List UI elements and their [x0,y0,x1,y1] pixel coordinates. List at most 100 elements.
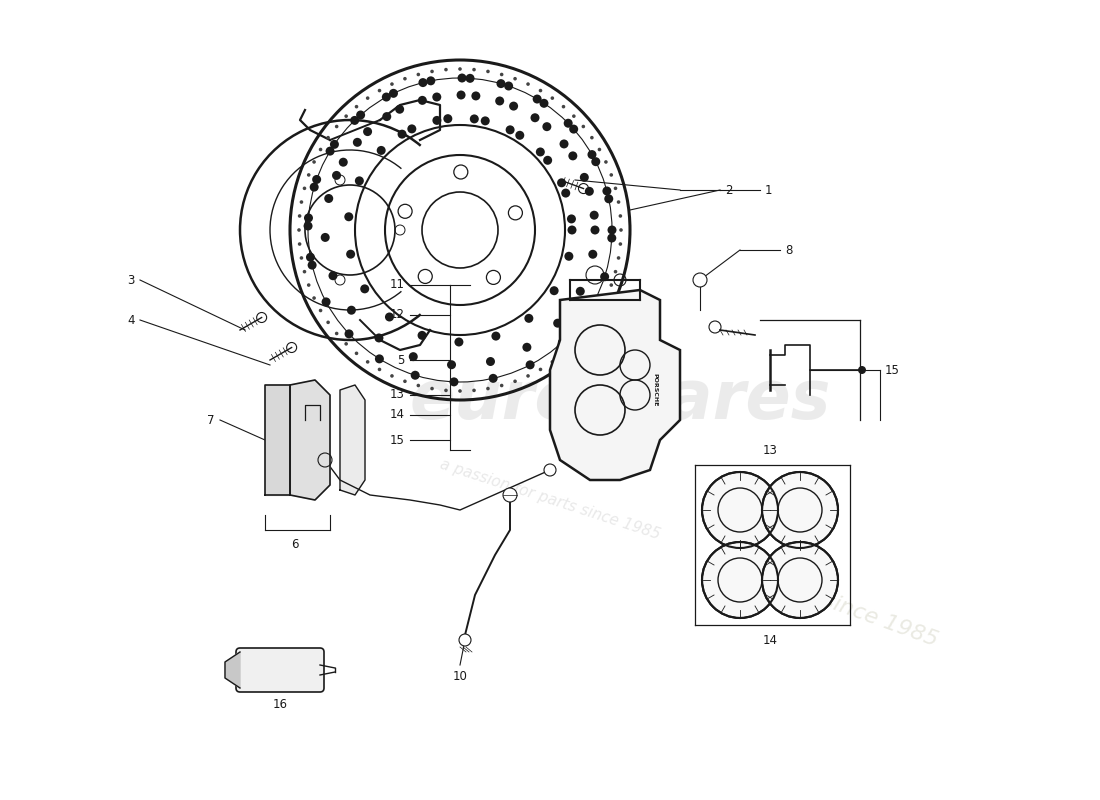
Circle shape [417,73,420,76]
Circle shape [334,332,339,335]
Circle shape [321,233,330,242]
Circle shape [385,313,394,322]
Circle shape [321,298,331,306]
Circle shape [481,116,490,126]
Circle shape [590,210,598,220]
Circle shape [456,90,465,99]
Circle shape [592,157,601,166]
Circle shape [597,148,602,151]
Circle shape [397,130,407,138]
Circle shape [575,286,585,296]
Circle shape [614,186,617,190]
Circle shape [470,114,478,123]
Circle shape [526,374,530,378]
Text: 12: 12 [390,309,405,322]
Circle shape [355,176,364,186]
Circle shape [302,186,306,190]
Circle shape [447,360,456,370]
Circle shape [858,366,866,374]
Circle shape [326,146,334,156]
Circle shape [410,370,420,380]
Circle shape [472,68,476,71]
Circle shape [597,309,602,312]
Text: 8: 8 [785,243,792,257]
FancyBboxPatch shape [236,648,324,692]
Circle shape [590,136,594,139]
Circle shape [297,228,300,232]
Circle shape [427,76,436,86]
Circle shape [299,200,304,204]
Circle shape [614,270,617,274]
Circle shape [298,214,301,218]
Text: 5: 5 [397,354,405,366]
Circle shape [514,77,517,81]
Circle shape [459,67,462,70]
Circle shape [377,368,382,371]
Circle shape [383,112,392,121]
Circle shape [587,150,596,159]
Circle shape [582,332,585,335]
Polygon shape [340,385,365,495]
Circle shape [444,389,448,392]
Circle shape [346,250,355,258]
Circle shape [572,114,575,118]
Polygon shape [265,385,290,495]
Circle shape [499,384,504,387]
Circle shape [324,194,333,203]
Circle shape [618,214,623,218]
Circle shape [762,472,838,548]
Circle shape [360,284,370,294]
Circle shape [363,127,372,136]
Circle shape [603,186,612,195]
Text: 14: 14 [390,409,405,422]
Circle shape [332,171,341,180]
Circle shape [604,296,607,300]
Circle shape [702,542,778,618]
Circle shape [539,368,542,371]
Circle shape [569,125,579,134]
Text: 13: 13 [390,389,405,402]
Circle shape [354,351,359,355]
Circle shape [418,78,428,87]
Text: 2: 2 [725,183,733,197]
Circle shape [515,130,525,140]
Circle shape [499,73,504,76]
Circle shape [299,256,304,260]
Circle shape [609,283,613,287]
Text: 10: 10 [452,670,468,683]
Circle shape [561,189,570,198]
Circle shape [550,360,554,364]
Circle shape [488,374,497,383]
Circle shape [526,360,535,370]
Circle shape [617,256,620,260]
Circle shape [557,178,566,187]
Circle shape [514,379,517,383]
Circle shape [504,82,513,90]
Text: 6: 6 [292,538,299,551]
Circle shape [443,114,452,123]
Circle shape [550,286,559,295]
Circle shape [418,331,427,340]
Circle shape [562,105,565,109]
Circle shape [503,488,517,502]
Circle shape [495,97,504,106]
Circle shape [492,331,500,341]
Circle shape [377,89,382,92]
Text: a passion for parts since 1985: a passion for parts since 1985 [438,457,662,543]
Circle shape [607,226,616,234]
Circle shape [430,70,433,74]
Circle shape [550,96,554,100]
Circle shape [319,309,322,312]
Circle shape [450,378,459,386]
Circle shape [403,379,407,383]
Circle shape [486,357,495,366]
Circle shape [572,342,575,346]
Circle shape [536,147,544,157]
Text: eurospares: eurospares [409,367,830,433]
Circle shape [588,250,597,258]
Circle shape [472,389,476,392]
Circle shape [522,342,531,352]
Circle shape [327,321,330,324]
Text: 13: 13 [762,443,778,457]
Circle shape [382,93,390,102]
